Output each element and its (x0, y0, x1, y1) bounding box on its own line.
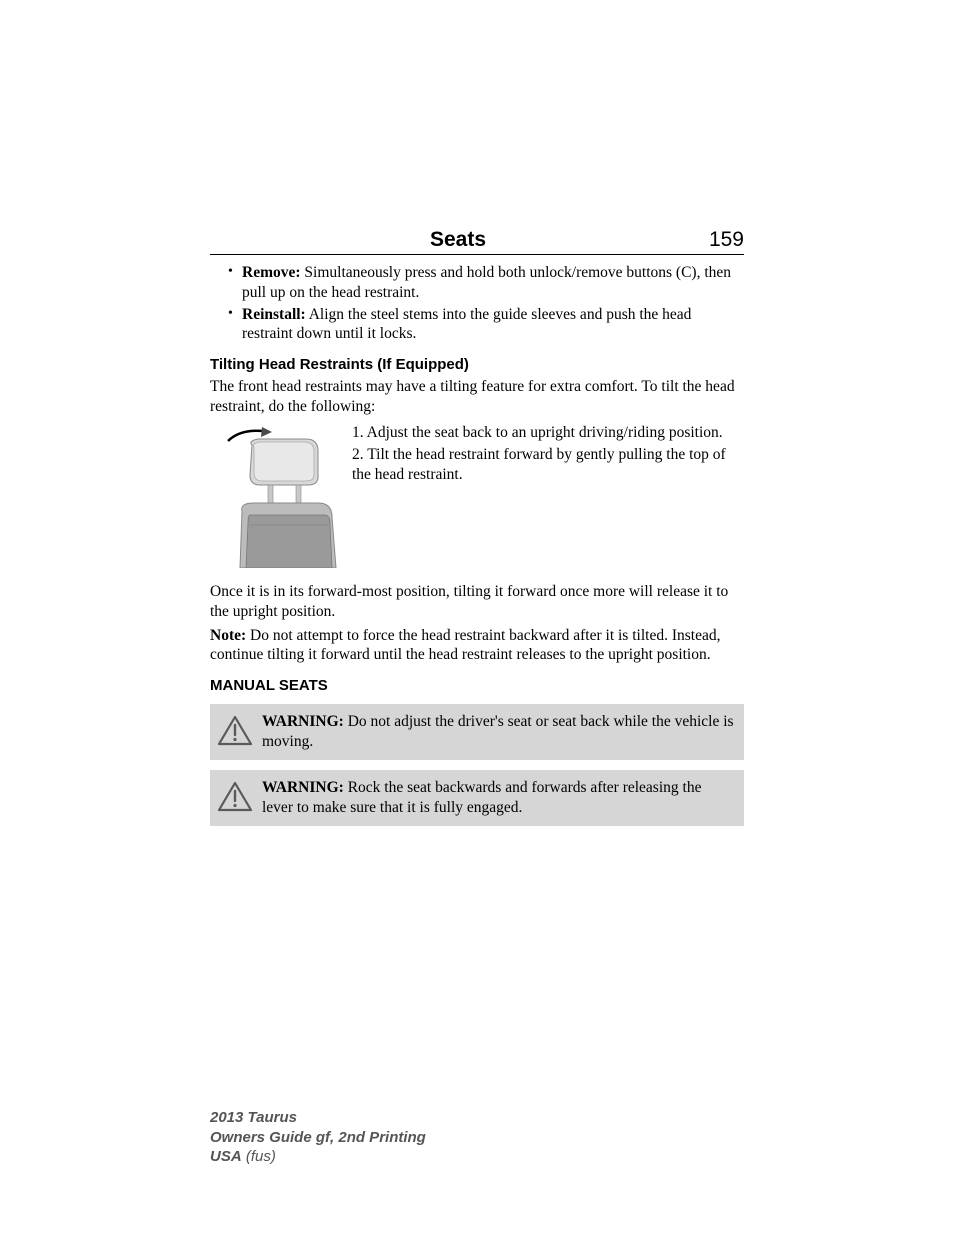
footer-line-2: Owners Guide gf, 2nd Printing (210, 1128, 426, 1148)
warning-box-2: WARNING: Rock the seat backwards and for… (210, 770, 744, 826)
step-1: 1. Adjust the seat back to an upright dr… (352, 423, 744, 443)
tilting-after: Once it is in its forward-most position,… (210, 582, 744, 622)
note-text: Do not attempt to force the head restrai… (210, 627, 720, 664)
step-2: 2. Tilt the head restraint forward by ge… (352, 445, 744, 485)
warning-triangle-icon (216, 780, 254, 814)
warning-triangle-icon (216, 714, 254, 748)
step-column: 1. Adjust the seat back to an upright dr… (352, 423, 744, 568)
note-label: Note: (210, 627, 246, 644)
reinstall-text: Align the steel stems into the guide sle… (242, 306, 691, 343)
warning-box-1: WARNING: Do not adjust the driver's seat… (210, 704, 744, 760)
instruction-list: Remove: Simultaneously press and hold bo… (228, 263, 744, 344)
remove-label: Remove: (242, 264, 301, 281)
manual-seats-heading: MANUAL SEATS (210, 677, 744, 694)
illustration-row: 1. Adjust the seat back to an upright dr… (210, 423, 744, 568)
warning-label: WARNING: (262, 779, 344, 796)
list-item: Remove: Simultaneously press and hold bo… (228, 263, 744, 303)
footer-code: (fus) (242, 1148, 276, 1165)
page-header: Seats 159 (210, 228, 744, 255)
warning-2-text: WARNING: Rock the seat backwards and for… (262, 778, 734, 818)
list-item: Reinstall: Align the steel stems into th… (228, 305, 744, 345)
footer-line-1: 2013 Taurus (210, 1108, 426, 1128)
tilting-heading: Tilting Head Restraints (If Equipped) (210, 356, 744, 373)
warning-label: WARNING: (262, 713, 344, 730)
page-content: Seats 159 Remove: Simultaneously press a… (210, 228, 744, 836)
remove-text: Simultaneously press and hold both unloc… (242, 264, 731, 301)
footer-region: USA (210, 1148, 242, 1165)
headrest-illustration (210, 423, 340, 568)
tilting-note: Note: Do not attempt to force the head r… (210, 626, 744, 666)
reinstall-label: Reinstall: (242, 306, 306, 323)
footer-line-3: USA (fus) (210, 1147, 426, 1167)
tilting-intro: The front head restraints may have a til… (210, 377, 744, 417)
page-footer: 2013 Taurus Owners Guide gf, 2nd Printin… (210, 1108, 426, 1167)
chapter-title: Seats (430, 228, 486, 252)
page-number: 159 (709, 228, 744, 252)
warning-1-text: WARNING: Do not adjust the driver's seat… (262, 712, 734, 752)
